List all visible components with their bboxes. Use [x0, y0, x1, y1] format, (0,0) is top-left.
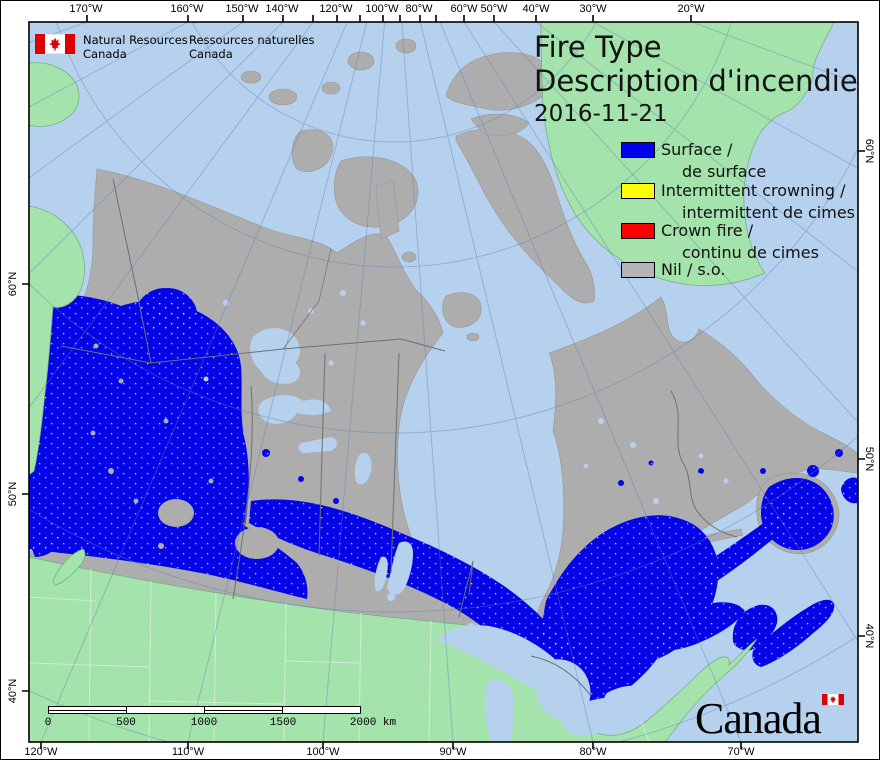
chukotka	[29, 62, 80, 127]
scale-label-end: 2000 km	[349, 717, 397, 729]
axis-label-top: 50°W	[480, 3, 508, 15]
axis-label-top: 40°W	[522, 3, 550, 15]
legend-swatch-nil	[621, 262, 655, 278]
axis-label-left: 50°N	[7, 481, 19, 507]
axis-label-top: 20°W	[677, 3, 705, 15]
agency-fr-line2: Canada	[189, 47, 233, 61]
map-date: 2016-11-21	[534, 101, 668, 127]
axis-label-top: 150°W	[225, 3, 259, 15]
axis-label-bottom: 70°W	[727, 746, 755, 758]
axis-label-bottom: 120°W	[24, 746, 58, 758]
legend-swatch-intermittent	[621, 183, 655, 199]
axis-label-right: 60°N	[863, 138, 875, 164]
axis-label-bottom: 110°W	[171, 746, 205, 758]
legend-label: continu de cimes	[682, 243, 819, 262]
agency-en-line2: Canada	[83, 47, 127, 61]
reindeer-lake	[354, 452, 372, 485]
axis-label-bottom: 80°W	[579, 746, 607, 758]
scale-label: 1000	[190, 717, 218, 729]
legend-label: Intermittent crowning /	[661, 181, 846, 200]
legend-label: Surface /	[661, 140, 733, 159]
unburned-gray-patches	[90, 343, 279, 559]
scale-label: 500	[116, 717, 136, 729]
great-slave-lake	[258, 395, 331, 424]
inland-water	[203, 290, 729, 742]
legend-swatch-surface	[621, 142, 655, 158]
scale-bar	[48, 706, 361, 714]
lake-ontario	[603, 685, 655, 715]
province-borders	[60, 178, 738, 697]
axis-label-top: 120°W	[319, 3, 353, 15]
axis-label-bottom: 90°W	[439, 746, 467, 758]
alaska	[29, 205, 85, 476]
axis-label-bottom: 100°W	[306, 746, 340, 758]
axis-label-left: 60°N	[7, 271, 19, 297]
map-title-fr: Description d'incendie	[534, 64, 858, 98]
axis-label-right: 50°N	[863, 446, 875, 472]
legend-swatch-crown	[621, 223, 655, 239]
map-frame	[28, 21, 859, 743]
axis-label-top: 30°W	[579, 3, 607, 15]
lake-winnipeg	[387, 541, 413, 595]
foreign-land	[29, 22, 835, 742]
graticule-ticks	[22, 15, 865, 749]
axis-label-left: 40°N	[7, 678, 19, 704]
lake-athabasca	[298, 437, 337, 453]
agency-name-fr: Ressources naturelles Canada	[189, 33, 315, 61]
axis-label-top: 170°W	[69, 3, 103, 15]
axis-label-top: 100°W	[365, 3, 399, 15]
agency-name-en: Natural Resources Canada	[83, 33, 188, 61]
agency-fr-line1: Ressources naturelles	[189, 33, 315, 47]
scale-label: 0	[44, 717, 52, 729]
legend-label: Nil / s.o.	[661, 260, 726, 279]
greenland	[540, 22, 835, 286]
vancouver-island	[52, 548, 86, 586]
canada-wordmark: Canada	[695, 694, 822, 743]
axis-label-right: 40°N	[863, 623, 875, 649]
axis-label-top: 160°W	[170, 3, 204, 15]
legend-label: intermittent de cimes	[682, 203, 856, 222]
legend-label: Crown fire /	[661, 221, 754, 240]
lake-huron	[536, 659, 591, 720]
scale-label: 1500	[269, 717, 297, 729]
legend-label: de surface	[682, 162, 767, 181]
axis-label-top: 60°W	[450, 3, 478, 15]
great-bear-lake	[250, 328, 300, 384]
agency-en-line1: Natural Resources	[83, 33, 188, 47]
axis-label-top: 140°W	[265, 3, 299, 15]
axis-label-top: 80°W	[405, 3, 433, 15]
lake-winnipegosis	[374, 556, 388, 592]
map-title-en: Fire Type	[534, 30, 662, 64]
usa	[29, 556, 758, 742]
lake-michigan	[484, 679, 514, 742]
